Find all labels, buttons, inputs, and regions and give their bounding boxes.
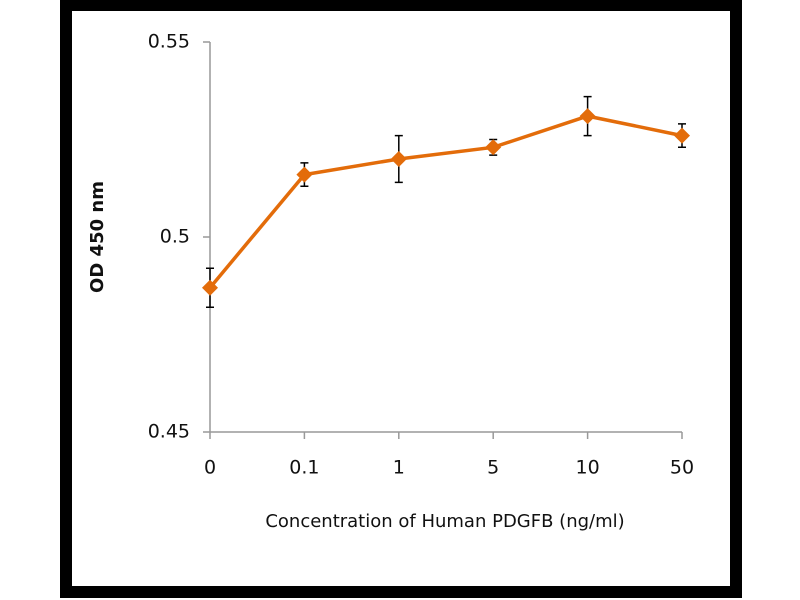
x-tick-label: 1 <box>393 457 405 479</box>
x-tick-label: 0 <box>204 457 216 479</box>
data-point <box>202 279 218 296</box>
data-point <box>296 166 313 183</box>
x-tick-label: 0.1 <box>289 457 319 479</box>
x-axis-title: Concentration of Human PDGFB (ng/ml) <box>265 511 624 532</box>
data-point <box>674 127 690 144</box>
data-line <box>208 114 683 289</box>
x-tick-label: 50 <box>670 457 694 479</box>
x-tick-label: 10 <box>576 457 600 479</box>
y-tick-label: 0.55 <box>148 31 190 53</box>
x-tick-label: 5 <box>487 457 499 479</box>
y-axis-title: OD 450 nm <box>87 181 108 293</box>
data-point <box>390 151 407 167</box>
data-point <box>579 108 596 125</box>
y-tick-label: 0.5 <box>160 226 190 248</box>
data-point <box>485 139 502 156</box>
frame <box>60 0 742 598</box>
y-tick-label: 0.45 <box>148 421 190 443</box>
